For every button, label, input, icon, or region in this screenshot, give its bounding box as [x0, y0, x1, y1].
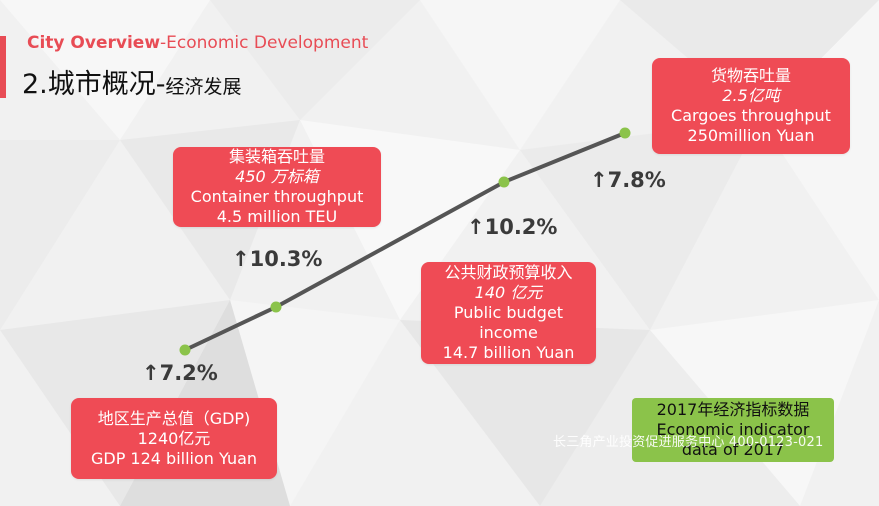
trend-marker-2 — [270, 301, 282, 313]
cargo-cn-value: 2.5亿吨 — [722, 86, 780, 105]
gdp-en-label: GDP 124 billion Yuan — [90, 448, 258, 468]
container-en-value: 4.5 million TEU — [216, 207, 338, 226]
watermark-text: 长三角产业投资促进服务中心 400-0123-021 — [553, 435, 824, 450]
cargo-throughput-card: 货物吞吐量 2.5亿吨 Cargoes throughput 250millio… — [652, 58, 850, 154]
budget-growth: ↑10.2% — [467, 215, 558, 239]
legend-en-1: Economic indicator — [656, 420, 810, 439]
legend-en-2: data of 2017 — [681, 440, 785, 459]
budget-income-card: 公共财政预算收入 140 亿元 Public budget income 14.… — [421, 262, 596, 364]
container-cn-label: 集装箱吞吐量 — [228, 147, 325, 166]
trend-marker-1 — [179, 344, 191, 356]
container-growth: ↑10.3% — [232, 247, 323, 271]
budget-en-label-1: Public budget — [453, 303, 564, 322]
cargo-en-label: Cargoes throughput — [671, 106, 831, 125]
trend-polyline — [184, 131, 626, 352]
gdp-cn-value: 1240亿元 — [137, 428, 211, 448]
subtitle-english: City Overview-Economic Development — [27, 33, 369, 53]
legend-box: 2017年经济指标数据 Economic indicator data of 2… — [632, 398, 834, 462]
budget-en-label-2: income — [479, 323, 538, 342]
gdp-card: 地区生产总值（GDP) 1240亿元 GDP 124 billion Yuan — [71, 398, 277, 479]
container-en-label: Container throughput — [190, 187, 364, 206]
legend-cn: 2017年经济指标数据 — [656, 400, 810, 419]
cargo-growth: ↑7.8% — [590, 168, 666, 192]
cargo-cn-label: 货物吞吐量 — [710, 66, 791, 85]
page-title: 2.城市概况-经济发展 — [22, 69, 242, 100]
trend-marker-4 — [619, 127, 631, 139]
gdp-cn-label: 地区生产总值（GDP) — [97, 408, 251, 428]
budget-cn-label: 公共财政预算收入 — [444, 263, 573, 282]
container-throughput-card: 集装箱吞吐量 450 万标箱 Container throughput 4.5 … — [173, 147, 381, 227]
header-accent-bar — [0, 36, 6, 98]
budget-en-value: 14.7 billion Yuan — [442, 343, 575, 362]
trend-marker-3 — [498, 176, 510, 188]
cargo-en-value: 250million Yuan — [687, 126, 815, 145]
gdp-growth: ↑7.2% — [142, 361, 218, 385]
budget-cn-value: 140 亿元 — [474, 283, 543, 302]
container-cn-value: 450 万标箱 — [235, 167, 319, 186]
